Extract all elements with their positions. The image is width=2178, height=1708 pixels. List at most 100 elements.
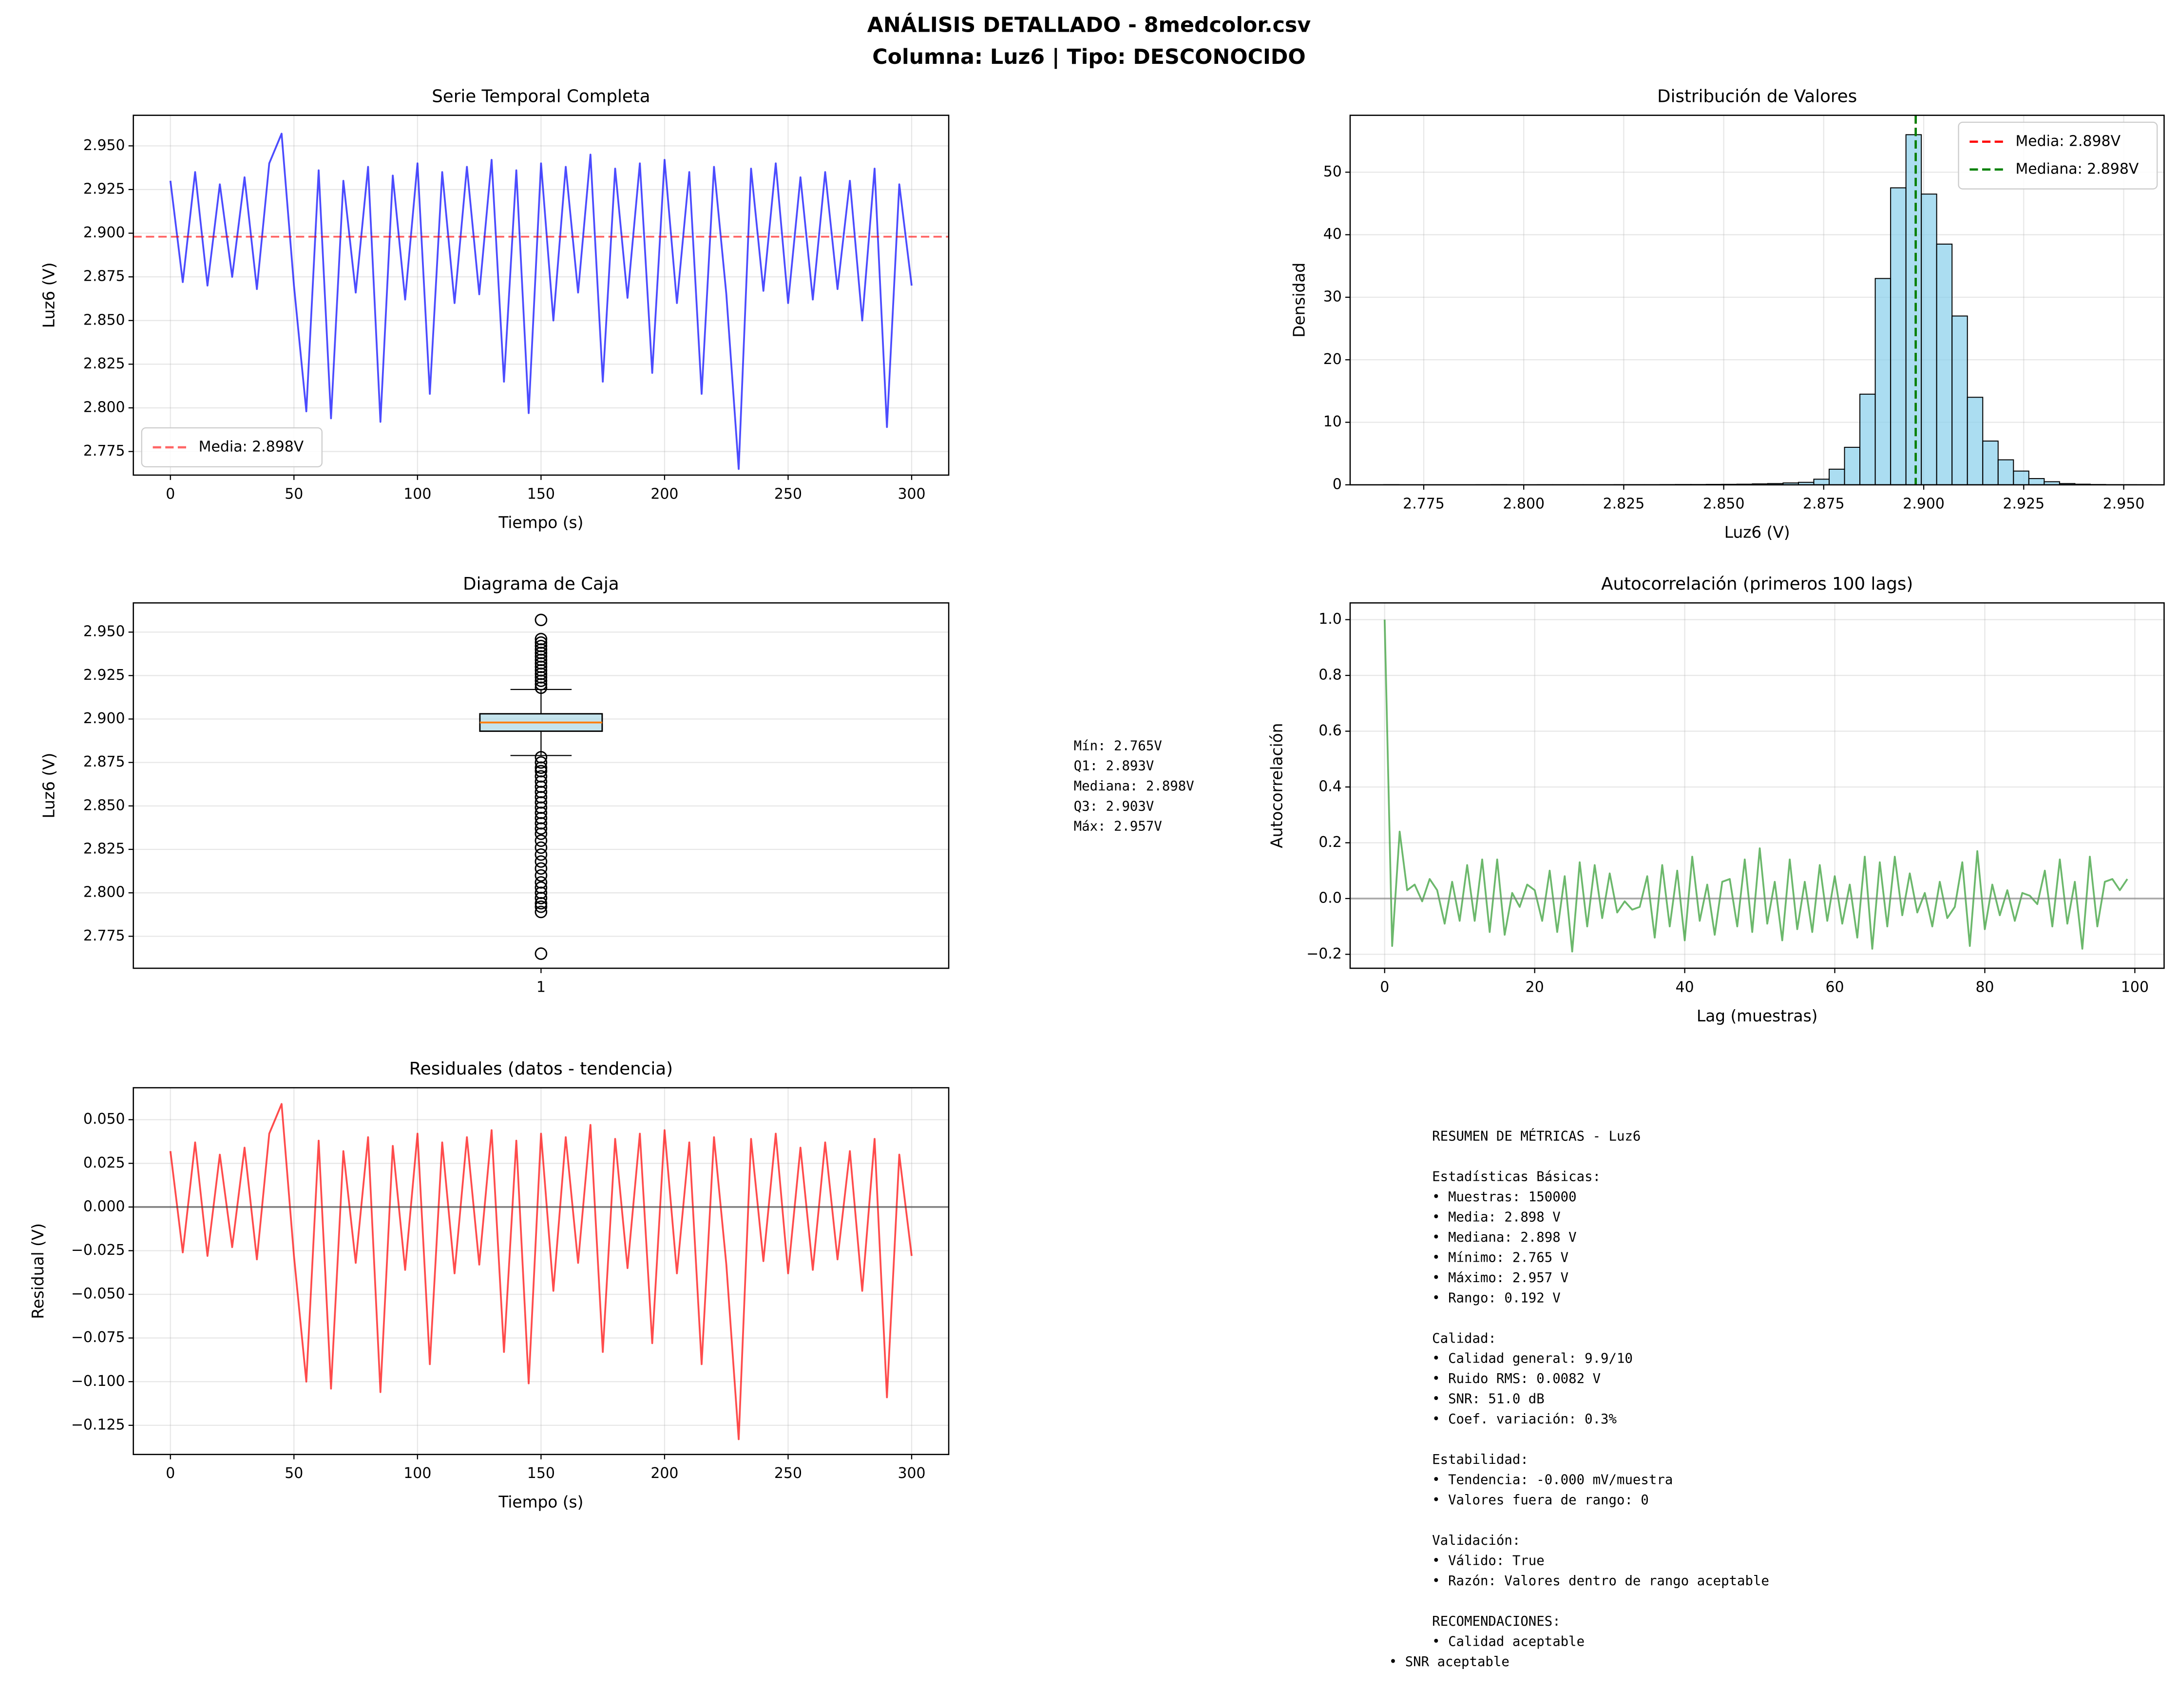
metrics-summary: RESUMEN DE MÉTRICAS - Luz6 Estadísticas B… [1389, 1128, 1769, 1669]
x-tick-label: 300 [898, 1465, 925, 1482]
y-axis-label: Luz6 (V) [40, 753, 58, 819]
plot-frame [133, 115, 950, 476]
plot-frame [1349, 602, 2165, 969]
x-tick-label: 2.900 [1903, 495, 1945, 512]
x-tick-label: 40 [1676, 979, 1694, 996]
outlier [535, 905, 548, 919]
y-tick-label: 50 [1323, 163, 1342, 180]
y-tick-label: −0.2 [1306, 945, 1342, 962]
y-tick-label: 2.925 [83, 180, 125, 197]
outlier [535, 892, 548, 904]
y-axis-label: Luz6 (V) [40, 262, 58, 328]
outlier [535, 639, 548, 652]
outlier [535, 614, 548, 627]
x-tick-label: 2.800 [1503, 495, 1545, 512]
x-tick-label: 200 [650, 1465, 678, 1482]
outlier [535, 636, 548, 649]
metrics-heading: Estadísticas Básicas: [1432, 1169, 1601, 1184]
metrics-item: • Máximo: 2.957 V [1432, 1270, 1568, 1286]
y-tick-label: −0.050 [71, 1286, 125, 1303]
y-axis-label: Autocorrelación [1268, 723, 1286, 848]
histogram-bar [1829, 468, 1845, 485]
x-tick-label: 100 [403, 1465, 431, 1482]
metrics-item: • Coef. variación: 0.3% [1432, 1412, 1617, 1427]
histogram-bar [1859, 393, 1876, 485]
x-tick-label: 150 [527, 1465, 555, 1482]
y-tick-label: 0.0 [1318, 889, 1342, 906]
metrics-title: RESUMEN DE MÉTRICAS - Luz6 [1432, 1128, 1641, 1144]
series-line [169, 133, 913, 470]
y-tick-label: 2.800 [83, 399, 125, 416]
y-tick-label: 0.050 [83, 1111, 125, 1128]
y-tick-label: 0.000 [83, 1198, 125, 1215]
metrics-item: • Mínimo: 2.765 V [1432, 1250, 1568, 1265]
y-tick-label: 0.8 [1318, 667, 1342, 684]
legend-box [1958, 121, 2158, 190]
metrics-heading: Validación: [1432, 1533, 1520, 1548]
y-tick-label: 2.800 [83, 884, 125, 901]
y-tick-label: 1.0 [1318, 611, 1342, 628]
y-tick-label: 40 [1323, 226, 1342, 243]
metrics-item: • Calidad general: 9.9/10 [1432, 1351, 1633, 1366]
metrics-item: • Calidad aceptable [1432, 1634, 1585, 1649]
y-tick-label: 2.825 [83, 355, 125, 372]
x-tick-label: 250 [774, 485, 802, 502]
x-tick-label: 2.825 [1603, 495, 1645, 512]
chart-title: Serie Temporal Completa [432, 87, 650, 107]
y-tick-label: 30 [1323, 288, 1342, 305]
metrics-item: • Muestras: 150000 [1432, 1190, 1577, 1205]
metrics-heading: Estabilidad: [1432, 1452, 1528, 1467]
outlier [535, 827, 548, 840]
series-line [1383, 619, 2128, 953]
metrics-item: • Tendencia: -0.000 mV/muestra [1432, 1473, 1673, 1488]
x-tick-label: 0 [1380, 979, 1389, 996]
x-tick-label: 2.950 [2103, 495, 2145, 512]
x-tick-label: 0 [166, 485, 175, 502]
x-tick-label: 1 [536, 979, 546, 996]
y-tick-label: −0.125 [71, 1416, 125, 1433]
metrics-heading: RECOMENDACIONES: [1432, 1614, 1561, 1629]
outlier [535, 841, 548, 854]
metrics-item: • SNR: 51.0 dB [1432, 1392, 1545, 1407]
chart-title: Residuales (datos - tendencia) [409, 1059, 673, 1079]
legend-box [141, 427, 323, 467]
x-tick-label: 200 [650, 485, 678, 502]
y-tick-label: −0.025 [71, 1242, 125, 1259]
histogram-bar [1997, 459, 2014, 485]
y-tick-label: 0 [1333, 476, 1342, 493]
x-tick-label: 2.850 [1703, 495, 1745, 512]
histogram-bar [2028, 478, 2045, 485]
metrics-item: • SNR aceptable [1389, 1654, 1509, 1670]
plot-frame [133, 1087, 950, 1456]
metrics-heading: Calidad: [1432, 1331, 1496, 1346]
outlier [535, 834, 548, 847]
box-stats-text: Mediana: 2.898V [1074, 779, 1194, 794]
x-tick-label: 60 [1826, 979, 1844, 996]
histogram-bar [1874, 278, 1891, 485]
x-tick-label: 100 [2121, 979, 2149, 996]
x-tick-label: 2.875 [1803, 495, 1845, 512]
outlier [535, 756, 548, 769]
plot-frame [133, 602, 950, 969]
y-tick-label: 2.950 [83, 137, 125, 154]
outlier [535, 848, 548, 861]
legend-label: Mediana: 2.898V [2015, 160, 2139, 177]
histogram-bar [1890, 187, 1907, 485]
histogram-bar [1951, 315, 1968, 485]
histogram-bar [1936, 243, 1953, 485]
y-tick-label: 20 [1323, 351, 1342, 368]
outlier [535, 900, 548, 913]
y-tick-label: 2.775 [83, 927, 125, 944]
outlier [535, 897, 548, 910]
box-stats-text: Q3: 2.903V [1074, 799, 1154, 814]
y-tick-label: −0.075 [71, 1329, 125, 1346]
metrics-item: • Media: 2.898 V [1432, 1209, 1561, 1225]
chart-panel: 2.775 2.800 2.825 2.850 2.875 2.900 2.925 2.950… [40, 574, 1194, 996]
plot-frame [1349, 115, 2165, 486]
y-tick-label: 2.850 [83, 311, 125, 328]
x-tick-label: 0 [166, 1465, 175, 1482]
legend-label: Media: 2.898V [199, 438, 304, 455]
y-tick-label: 2.950 [83, 623, 125, 640]
